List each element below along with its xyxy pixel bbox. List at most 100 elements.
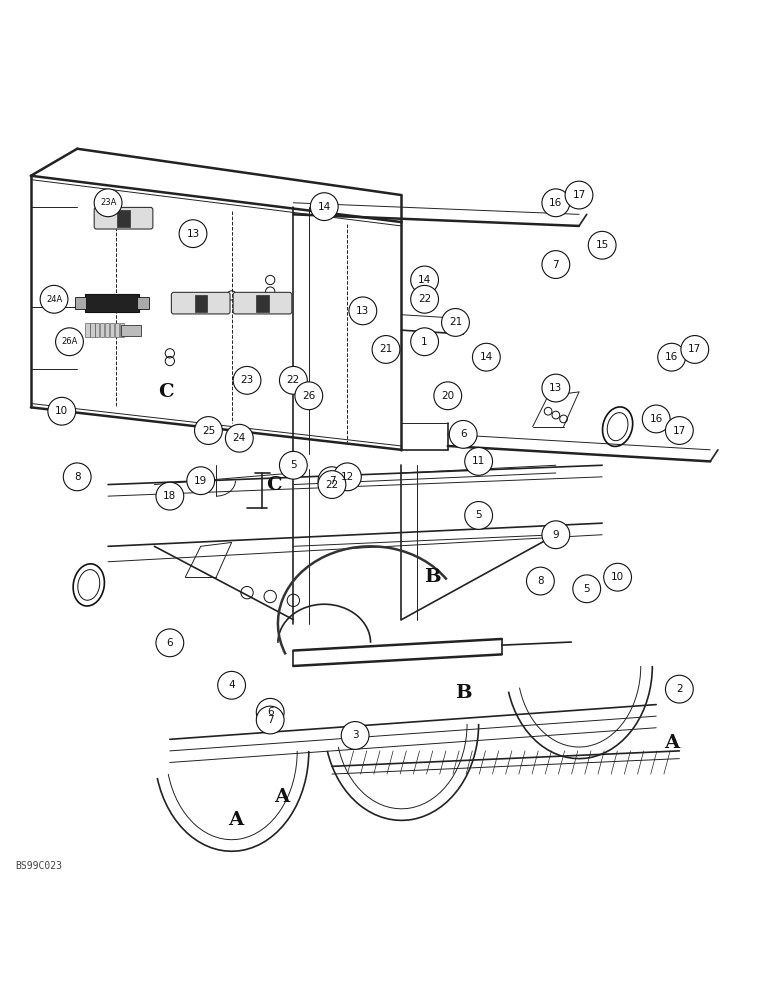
Circle shape [411, 328, 438, 356]
Text: 7: 7 [553, 260, 559, 270]
Circle shape [665, 417, 693, 444]
Text: 21: 21 [449, 317, 462, 327]
Circle shape [542, 374, 570, 402]
Circle shape [573, 575, 601, 603]
Text: 5: 5 [476, 510, 482, 520]
Text: 23A: 23A [100, 198, 117, 207]
Text: 17: 17 [572, 190, 586, 200]
Text: 5: 5 [290, 460, 296, 470]
Bar [115, 323, 120, 337]
Text: 21: 21 [379, 344, 393, 354]
Circle shape [372, 336, 400, 363]
Text: B: B [424, 568, 441, 586]
Circle shape [179, 220, 207, 248]
Circle shape [156, 482, 184, 510]
Text: B: B [455, 684, 472, 702]
Text: 24A: 24A [46, 295, 63, 304]
Circle shape [349, 297, 377, 325]
Text: 14: 14 [479, 352, 493, 362]
Text: 14: 14 [317, 202, 331, 212]
Text: 8: 8 [537, 576, 543, 586]
Text: 6: 6 [460, 429, 466, 439]
Circle shape [218, 671, 245, 699]
Circle shape [56, 328, 83, 356]
Text: 19: 19 [194, 476, 208, 486]
Text: 22: 22 [325, 480, 339, 490]
Text: 16: 16 [649, 414, 663, 424]
Text: 4: 4 [229, 680, 235, 690]
Text: 5: 5 [584, 584, 590, 594]
Text: 7: 7 [329, 476, 335, 486]
Text: C: C [266, 476, 282, 494]
Bar [137, 297, 149, 309]
Text: 11: 11 [472, 456, 486, 466]
Text: 13: 13 [549, 383, 563, 393]
Text: 25: 25 [201, 426, 215, 436]
Text: 1: 1 [422, 337, 428, 347]
Circle shape [256, 698, 284, 726]
Bar [121, 325, 141, 336]
Text: 16: 16 [665, 352, 679, 362]
Text: 7: 7 [267, 715, 273, 725]
FancyBboxPatch shape [171, 292, 230, 314]
Text: 13: 13 [356, 306, 370, 316]
Text: 16: 16 [549, 198, 563, 208]
Bar [85, 294, 139, 312]
Text: 24: 24 [232, 433, 246, 443]
Circle shape [195, 417, 222, 444]
Text: BS99C023: BS99C023 [15, 861, 63, 871]
Circle shape [233, 366, 261, 394]
Text: A: A [274, 788, 290, 806]
Circle shape [279, 366, 307, 394]
Circle shape [411, 285, 438, 313]
Circle shape [411, 266, 438, 294]
Text: 20: 20 [441, 391, 455, 401]
Circle shape [472, 343, 500, 371]
Text: 14: 14 [418, 275, 432, 285]
Circle shape [565, 181, 593, 209]
Circle shape [527, 567, 554, 595]
Circle shape [256, 706, 284, 734]
Text: 26: 26 [302, 391, 316, 401]
Text: 23: 23 [240, 375, 254, 385]
Circle shape [94, 189, 122, 217]
Circle shape [442, 309, 469, 336]
Text: 13: 13 [186, 229, 200, 239]
Bar [120, 323, 124, 337]
Circle shape [642, 405, 670, 433]
Bar [117, 210, 130, 227]
Circle shape [334, 463, 361, 491]
Circle shape [681, 336, 709, 363]
Circle shape [156, 629, 184, 657]
Bar [75, 297, 86, 309]
Text: 9: 9 [553, 530, 559, 540]
Bar [90, 323, 94, 337]
Text: 22: 22 [286, 375, 300, 385]
Bar [110, 323, 114, 337]
Text: 2: 2 [676, 684, 682, 694]
Text: 6: 6 [267, 707, 273, 717]
Text: 3: 3 [352, 730, 358, 740]
Text: 12: 12 [340, 472, 354, 482]
Text: 6: 6 [167, 638, 173, 648]
Circle shape [542, 189, 570, 217]
Circle shape [187, 467, 215, 495]
Circle shape [310, 193, 338, 221]
Bar [105, 323, 110, 337]
Text: 10: 10 [55, 406, 69, 416]
Circle shape [542, 521, 570, 549]
Circle shape [658, 343, 686, 371]
Text: 8: 8 [74, 472, 80, 482]
Bar [256, 295, 269, 312]
Circle shape [665, 675, 693, 703]
Text: A: A [228, 811, 243, 829]
Circle shape [604, 563, 631, 591]
Text: 10: 10 [611, 572, 625, 582]
Text: 15: 15 [595, 240, 609, 250]
Bar [100, 323, 104, 337]
Text: 22: 22 [418, 294, 432, 304]
Text: A: A [664, 734, 679, 752]
Bar [85, 323, 90, 337]
FancyBboxPatch shape [233, 292, 292, 314]
Text: C: C [158, 383, 174, 401]
